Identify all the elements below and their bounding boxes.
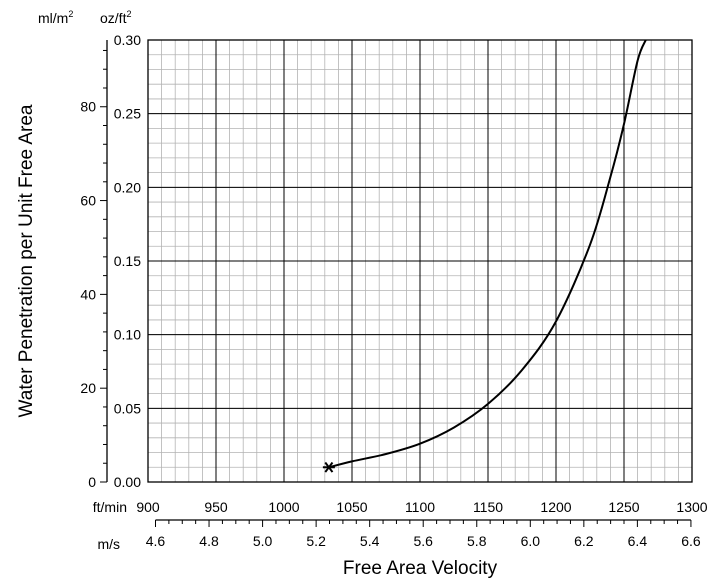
y-secondary-tick-label: 80 (80, 99, 96, 115)
y-primary-unit-exp: 2 (126, 9, 131, 19)
y-tick-label: 0.10 (114, 327, 141, 343)
y-secondary-tick-label: 60 (80, 193, 96, 209)
y-secondary-tick-label: 40 (80, 286, 96, 302)
x-secondary-tick-label: 5.0 (253, 533, 273, 549)
series-layer (322, 39, 647, 473)
x-axis-title: Free Area Velocity (343, 558, 498, 579)
y-axis-title: Water Penetration per Unit Free Area (16, 104, 37, 417)
x-secondary-tick-label: 6.4 (628, 533, 648, 549)
x-secondary-tick-label: 5.8 (467, 533, 487, 549)
x-tick-label: 1150 (473, 499, 503, 515)
start-marker-stroke (324, 461, 334, 473)
y-secondary-unit-label: ml/m2 (38, 9, 73, 26)
start-marker (322, 461, 335, 473)
x-axes: 900 950 1000 1050 1100 1150 1200 1250 1300 4.6 4.8… (136, 499, 707, 549)
x-tick-label: 1100 (405, 499, 435, 515)
x-primary-unit-label: ft/min (93, 499, 127, 515)
y-tick-label: 0.15 (114, 253, 141, 269)
x-secondary-tick-label: 6.6 (681, 533, 701, 549)
x-tick-label: 1000 (268, 499, 299, 515)
y-axes: 0.00 0.05 0.10 0.15 0.20 0.25 0.30 0 20 40 60 80 (80, 32, 141, 490)
y-tick-label: 0.25 (114, 106, 141, 122)
x-secondary-unit-label: m/s (97, 536, 120, 552)
grid-major (148, 40, 692, 482)
y-tick-label: 0.30 (114, 32, 141, 48)
x-secondary-tick-label: 6.0 (521, 533, 541, 549)
x-tick-label: 1200 (540, 499, 571, 515)
y-secondary-unit-base: ml/m (38, 10, 68, 26)
x-tick-label: 1250 (608, 499, 639, 515)
x-secondary-tick-label: 6.2 (574, 533, 594, 549)
x-tick-label: 1050 (336, 499, 367, 515)
plot-frame (147, 39, 693, 483)
y-primary-unit-base: oz/ft (100, 10, 127, 26)
y-secondary-unit-exp: 2 (68, 9, 73, 19)
y-secondary-tick-label: 0 (88, 474, 96, 490)
y-secondary-tick-label: 20 (80, 380, 96, 396)
x-tick-label: 1300 (676, 499, 707, 515)
y-primary-unit-label: oz/ft2 (100, 9, 131, 26)
x-secondary-tick-label: 5.6 (413, 533, 433, 549)
y-tick-label: 0.05 (114, 400, 141, 416)
y-tick-label: 0.20 (114, 179, 141, 195)
x-tick-label: 950 (204, 499, 228, 515)
x-secondary-tick-label: 5.2 (306, 533, 326, 549)
x-secondary-tick-label: 5.4 (360, 533, 380, 549)
x-secondary-tick-label: 4.6 (146, 533, 166, 549)
series-line-0 (328, 39, 647, 469)
y-tick-label: 0.00 (114, 474, 141, 490)
x-secondary-tick-label: 4.8 (199, 533, 219, 549)
x-tick-label: 900 (136, 499, 160, 515)
